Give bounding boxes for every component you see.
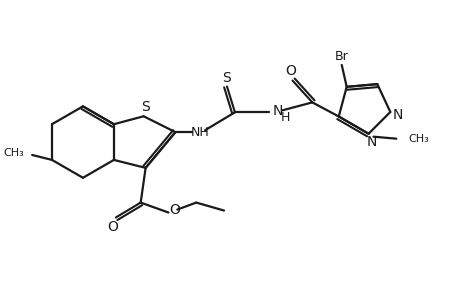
Text: NH: NH [190,126,209,139]
Text: N: N [272,104,282,118]
Text: N: N [365,135,376,149]
Text: S: S [141,100,150,114]
Text: O: O [107,220,118,234]
Text: CH₃: CH₃ [408,134,428,144]
Text: CH₃: CH₃ [4,148,24,158]
Text: Br: Br [334,50,348,63]
Text: H: H [280,111,290,124]
Text: S: S [222,70,231,85]
Text: O: O [168,202,179,217]
Text: O: O [285,64,295,78]
Text: N: N [392,108,403,122]
